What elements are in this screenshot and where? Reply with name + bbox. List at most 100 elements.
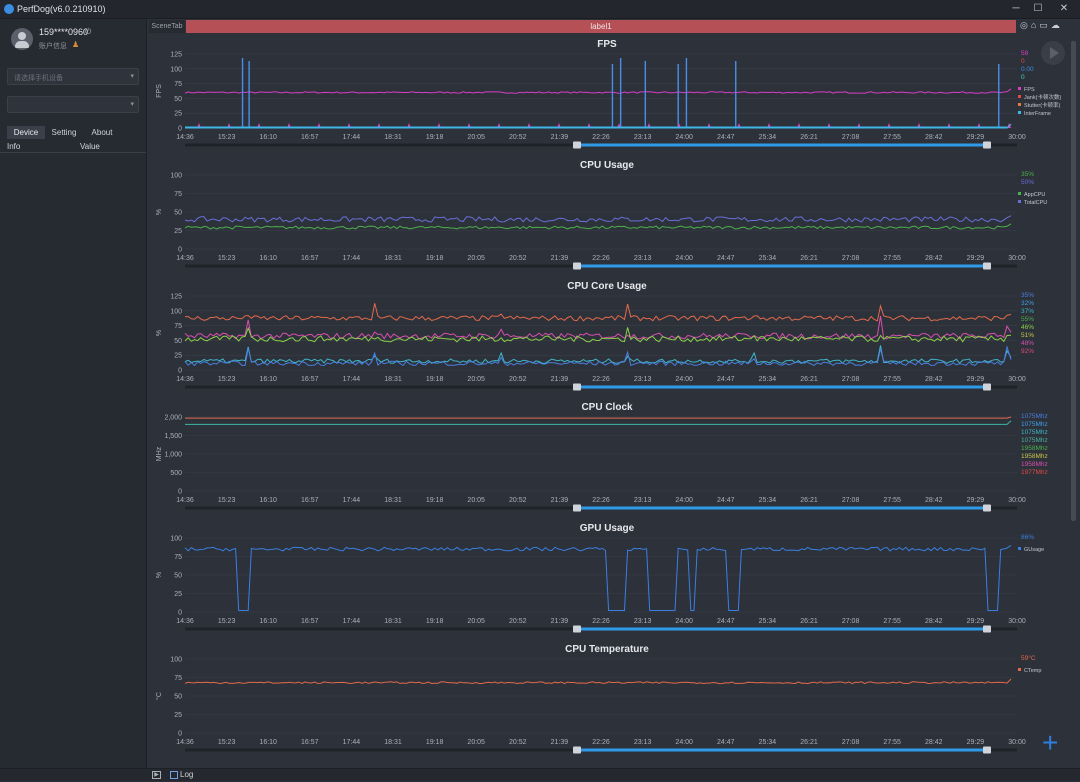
close-button[interactable]: ✕ (1059, 3, 1069, 14)
value-column-header: Value (80, 142, 100, 151)
y-tick-label: 25 (174, 111, 182, 118)
x-tick-label: 23:13 (634, 497, 652, 504)
x-tick-label: 27:08 (842, 376, 860, 383)
legend-value: 1075Mhz (1021, 429, 1048, 436)
range-handle-left (573, 141, 581, 149)
y-axis-label: % (156, 572, 163, 578)
x-tick-label: 24:00 (675, 134, 693, 141)
x-tick-label: 14:36 (176, 739, 194, 746)
legend-value: 1958Mhz (1021, 453, 1048, 460)
x-tick-label: 17:44 (343, 497, 361, 504)
tab-about[interactable]: About (91, 128, 113, 137)
vertical-scrollbar[interactable] (1071, 41, 1076, 521)
legend-value: 0 (1021, 58, 1025, 65)
tab-setting[interactable]: Setting (51, 128, 77, 137)
x-tick-label: 22:26 (592, 134, 610, 141)
x-tick-label: 25:34 (759, 134, 777, 141)
add-chart-button[interactable]: + (1042, 727, 1059, 758)
x-tick-label: 26:21 (800, 618, 818, 625)
chart-title: CPU Core Usage (567, 281, 647, 292)
series-line-cpu3 (184, 344, 1012, 367)
y-tick-label: 500 (170, 470, 182, 477)
x-tick-label: 19:18 (426, 255, 444, 262)
x-tick-label: 25:34 (759, 376, 777, 383)
tab-device[interactable]: Device (7, 126, 45, 139)
x-tick-label: 15:23 (218, 739, 236, 746)
x-tick-label: 27:08 (842, 618, 860, 625)
app-logo-icon (4, 4, 14, 14)
x-tick-label: 24:47 (717, 739, 735, 746)
legend-value: 50% (1021, 179, 1034, 186)
maximize-button[interactable]: ☐ (1033, 3, 1043, 14)
y-tick-label: 0 (178, 489, 182, 496)
x-tick-label: 19:18 (426, 497, 444, 504)
y-tick-label: 75 (174, 191, 182, 198)
scene-tab[interactable]: SceneTab (149, 20, 185, 33)
play-button[interactable] (1041, 41, 1065, 65)
target-icon[interactable]: ◎ (1020, 20, 1028, 30)
x-tick-label: 30:00 (1008, 255, 1026, 262)
pin-icon[interactable]: ⌂ (1030, 20, 1037, 30)
cloud-icon[interactable]: ☁ (1050, 20, 1060, 30)
x-tick-label: 28:42 (925, 497, 943, 504)
x-tick-label: 23:13 (634, 134, 652, 141)
export-icon[interactable]: ▶ (152, 771, 161, 779)
series-line-fps (184, 88, 1012, 94)
legend-value: 37% (1021, 308, 1034, 315)
x-tick-label: 20:05 (467, 618, 485, 625)
account-info-link[interactable]: 账户信息 (39, 43, 67, 50)
x-tick-label: 25:34 (759, 255, 777, 262)
x-tick-label: 29:29 (967, 739, 985, 746)
legend-label: Jank(卡顿次数) (1024, 93, 1061, 101)
power-icon[interactable]: ⏻ (85, 27, 92, 36)
x-tick-label: 20:52 (509, 255, 527, 262)
y-tick-label: 0 (178, 247, 182, 254)
y-tick-label: 25 (174, 591, 182, 598)
x-tick-label: 21:39 (551, 497, 569, 504)
x-tick-label: 15:23 (218, 618, 236, 625)
x-tick-label: 24:00 (675, 376, 693, 383)
y-tick-label: 75 (174, 81, 182, 88)
legend-value: 35% (1021, 171, 1034, 178)
y-tick-label: 100 (170, 66, 182, 73)
legend-value: 55% (1021, 316, 1034, 323)
avatar[interactable] (11, 28, 33, 50)
legend-value: 32% (1021, 300, 1034, 307)
minimize-button[interactable]: ─ (1012, 3, 1020, 14)
x-tick-label: 21:39 (551, 618, 569, 625)
main-panel: SceneTab label1 ◎ ⌂ ▭ ☁ FPS FPS 0 25 50 75 100 125… (147, 19, 1080, 781)
folder-icon[interactable]: ▭ (1039, 20, 1048, 30)
legend-swatch (1018, 547, 1021, 550)
sidebar: 159****0960 ⏻ 账户信息 ♟ 请选择手机设备 ▾ ▾ Device … (0, 19, 147, 781)
chart-title: CPU Temperature (565, 644, 649, 655)
x-tick-label: 19:18 (426, 618, 444, 625)
x-tick-label: 20:05 (467, 134, 485, 141)
legend-value: 1977Mhz (1021, 469, 1048, 476)
y-tick-label: 100 (170, 173, 182, 180)
label-bar[interactable]: label1 (186, 20, 1016, 33)
x-tick-label: 18:31 (384, 618, 402, 625)
y-tick-label: 2,000 (164, 415, 182, 422)
app-select[interactable]: ▾ (7, 96, 139, 113)
x-tick-label: 23:13 (634, 618, 652, 625)
y-axis-label: MHz (156, 446, 163, 461)
legend-swatch (1018, 668, 1021, 671)
y-tick-label: 100 (170, 308, 182, 315)
x-tick-label: 14:36 (176, 134, 194, 141)
x-tick-label: 28:42 (925, 134, 943, 141)
x-tick-label: 30:00 (1008, 618, 1026, 625)
x-tick-label: 20:52 (509, 739, 527, 746)
info-column-header: Info (7, 142, 21, 151)
x-tick-label: 17:44 (343, 739, 361, 746)
x-tick-label: 21:39 (551, 376, 569, 383)
log-checkbox[interactable] (170, 771, 178, 779)
legend-value: 1958Mhz (1021, 445, 1048, 452)
log-label: Log (180, 770, 194, 779)
vip-badge-icon: ♟ (72, 40, 80, 49)
device-select[interactable]: 请选择手机设备 ▾ (7, 68, 139, 85)
range-handle-right (983, 383, 991, 391)
x-tick-label: 29:29 (967, 618, 985, 625)
x-tick-label: 18:31 (384, 134, 402, 141)
x-tick-label: 15:23 (218, 497, 236, 504)
y-tick-label: 0 (178, 126, 182, 133)
